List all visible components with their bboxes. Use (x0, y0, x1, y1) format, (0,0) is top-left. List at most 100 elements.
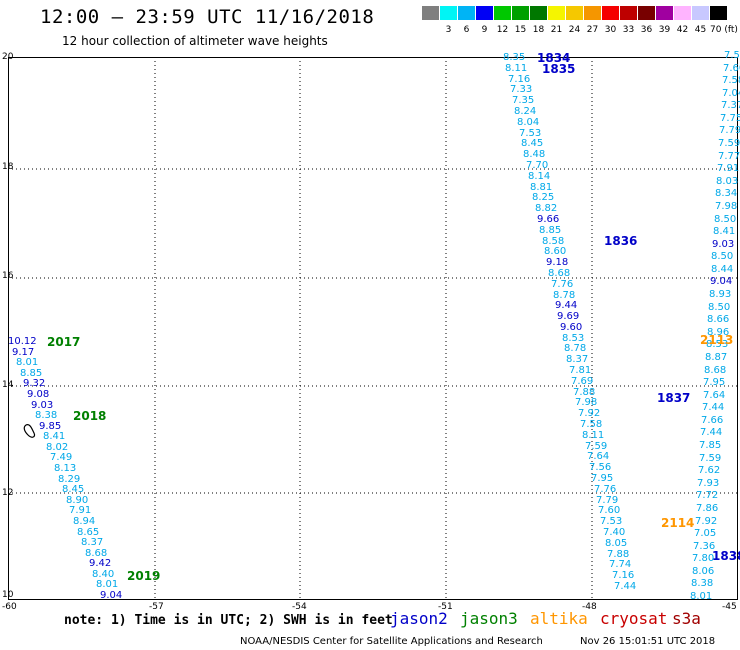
wave-height-value: 8.44 (711, 264, 734, 275)
wave-height-value: 7.62 (698, 465, 721, 476)
y-tick-label: 18 (2, 162, 14, 172)
wave-height-value: 7.85 (699, 440, 722, 451)
wave-height-value: 7.37 (721, 100, 740, 111)
wave-height-value: 7.44 (700, 427, 723, 438)
wave-height-value: 9.03 (31, 400, 54, 411)
satellite-legend-jason3: jason3 (460, 609, 518, 628)
wave-height-value: 8.29 (58, 474, 81, 485)
wave-height-value: 9.04 (710, 276, 733, 287)
wave-height-value: 7.44 (614, 581, 637, 592)
wave-height-value: 9.18 (546, 257, 569, 268)
wave-height-value: 8.11 (505, 63, 528, 74)
map-plot-area (8, 57, 738, 600)
y-tick-label: 20 (2, 52, 14, 62)
wave-height-value: 8.04 (517, 117, 540, 128)
wave-height-value: 8.25 (532, 192, 555, 203)
scale-swatch (440, 6, 457, 20)
scale-swatch (674, 6, 691, 20)
wave-height-value: 7.58 (722, 75, 740, 86)
wave-height-value: 7.44 (702, 402, 725, 413)
scale-label: 9 (481, 25, 488, 35)
wave-height-value: 7.33 (510, 84, 533, 95)
wave-height-value: 8.94 (73, 516, 96, 527)
scale-swatch (638, 6, 655, 20)
wave-height-value: 8.45 (521, 138, 544, 149)
wave-height-value: 7.95 (703, 377, 726, 388)
wave-height-value: 7.59 (718, 138, 740, 149)
wave-height-value: 7.35 (512, 95, 535, 106)
wave-height-value: 8.90 (66, 495, 89, 506)
wave-height-value: 7.91 (69, 505, 92, 516)
wave-height-value: 8.93 (709, 289, 732, 300)
wave-height-value: 7.72 (696, 490, 719, 501)
pass-label: 2017 (47, 335, 81, 349)
wave-height-value: 7.5 (724, 50, 740, 61)
wave-height-value: 7.98 (715, 201, 738, 212)
wave-height-value: 8.53 (706, 339, 729, 350)
wave-height-value: 7.53 (600, 516, 623, 527)
scale-label: 27 (586, 25, 599, 35)
wave-height-value: 7.59 (585, 441, 608, 452)
wave-height-value: 8.81 (530, 182, 553, 193)
y-tick-label: 14 (2, 380, 14, 390)
wave-height-value: 7.58 (580, 419, 603, 430)
wave-height-value: 8.68 (704, 365, 727, 376)
wave-height-value: 7.88 (607, 549, 630, 560)
wave-height-value: 7.93 (697, 478, 720, 489)
wave-height-value: 7.77 (718, 151, 740, 162)
wave-height-value: 8.14 (528, 171, 551, 182)
wave-height-value: 8.53 (562, 333, 585, 344)
scale-swatch (548, 6, 565, 20)
footer-note: note: 1) Time is in UTC; 2) SWH is in fe… (64, 613, 393, 628)
scale-swatch (422, 6, 439, 20)
pass-label: 2019 (127, 569, 161, 583)
wave-height-value: 8.45 (62, 484, 85, 495)
island-outline (23, 424, 36, 438)
scale-swatch (692, 6, 709, 20)
scale-label: 21 (550, 25, 563, 35)
scale-label: 36 (640, 25, 653, 35)
x-tick-label: -60 (2, 602, 17, 612)
wave-height-value: 8.50 (714, 214, 737, 225)
wave-height-value: 8.37 (566, 354, 589, 365)
wave-height-value: 7.88 (573, 387, 596, 398)
wave-height-value: 9.32 (23, 378, 46, 389)
wave-height-value: 9.42 (89, 558, 112, 569)
wave-height-value: 8.40 (92, 569, 115, 580)
scale-swatch (656, 6, 673, 20)
wave-height-value: 9.17 (12, 347, 35, 358)
wave-height-value: 10.12 (8, 336, 37, 347)
wave-height-value: 7.53 (519, 128, 542, 139)
wave-height-value: 9.85 (39, 421, 62, 432)
wave-height-value: 8.78 (564, 343, 587, 354)
wave-height-value: 9.04 (100, 590, 123, 601)
wave-height-value: 8.38 (691, 578, 714, 589)
wave-height-value: 7.92 (695, 516, 718, 527)
scale-swatch (476, 6, 493, 20)
scale-swatch (602, 6, 619, 20)
scale-swatch (458, 6, 475, 20)
scale-label: 30 (604, 25, 617, 35)
wave-height-value: 7.79 (596, 495, 619, 506)
x-tick-label: -54 (292, 602, 307, 612)
wave-height-value: 8.85 (539, 225, 562, 236)
wave-height-value: 7.86 (696, 503, 719, 514)
wave-height-value: 8.06 (692, 566, 715, 577)
wave-height-value: 9.44 (555, 300, 578, 311)
wave-height-value: 7.76 (594, 484, 617, 495)
scale-label: 70 (ft) (710, 25, 738, 35)
scale-swatch (584, 6, 601, 20)
map-subtitle: 12 hour collection of altimeter wave hei… (62, 34, 328, 48)
wave-height-value: 8.96 (707, 327, 730, 338)
wave-height-value: 8.82 (535, 203, 558, 214)
wave-height-value: 7.75 (720, 113, 740, 124)
grid-lines (8, 57, 738, 600)
wave-height-value: 8.78 (553, 290, 576, 301)
pass-label: 2114 (661, 516, 695, 530)
wave-height-value: 7.05 (694, 528, 717, 539)
wave-height-value: 7.16 (508, 74, 531, 85)
wave-height-value: 7.60 (723, 63, 740, 74)
credit-line: NOAA/NESDIS Center for Satellite Applica… (240, 636, 543, 647)
wave-height-value: 8.48 (523, 149, 546, 160)
wave-height-value: 8.05 (605, 538, 628, 549)
